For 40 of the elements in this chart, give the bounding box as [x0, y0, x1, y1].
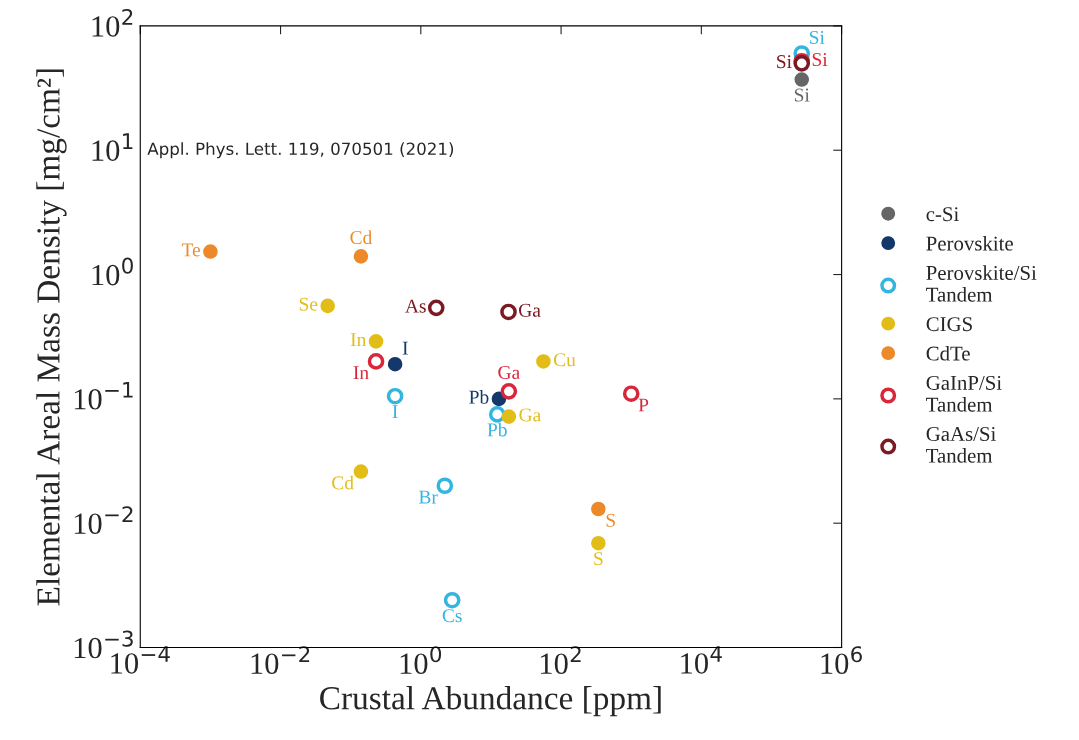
data-label: Te [181, 243, 201, 257]
data-label: Ga [519, 303, 541, 317]
legend-label: GaAs/Si Tandem [926, 426, 996, 463]
data-label: In [350, 333, 367, 347]
legend-label: CdTe [926, 345, 970, 361]
data-label: Ga [519, 408, 541, 422]
data-label: Se [299, 297, 318, 311]
legend-label: c-Si [926, 207, 959, 222]
legend-label: CIGS [926, 317, 972, 332]
data-label: Si [809, 30, 825, 44]
legend-label: GaInP/Si Tandem [926, 375, 1002, 412]
data-label: Cd [332, 475, 354, 490]
data-label: I [402, 341, 408, 355]
data-label: Cs [442, 609, 462, 623]
data-label: S [594, 552, 603, 566]
data-label: Pb [469, 390, 489, 404]
data-label: Si [777, 55, 792, 69]
y-tick-label: 10$^{0}$ [92, 257, 133, 286]
legend-label: Perovskite/Si Tandem [926, 265, 1037, 302]
y-tick-label: 10$^{1}$ [92, 133, 133, 161]
data-label: Si [812, 53, 828, 67]
y-tick-label: 10$^{−2}$ [74, 506, 133, 535]
x-axis-title: Crustal Abundance [ppm] [320, 686, 661, 717]
data-label: Cd [350, 230, 373, 245]
data-label: Si [794, 88, 810, 102]
data-label: In [353, 366, 369, 380]
data-label: I [392, 405, 398, 419]
annotation: Appl. Phys. Lett. 119, 070501 (2021) [147, 142, 454, 159]
legend-label: Perovskite [926, 235, 1013, 251]
data-label: S [606, 513, 615, 527]
data-label: Cu [553, 353, 576, 367]
y-axis-title: Elemental Areal Mass Density [mg/cm²] [36, 69, 67, 606]
data-label: Br [419, 490, 438, 504]
data-label: P [638, 398, 649, 412]
data-label: As [405, 299, 426, 313]
y-tick-label: 10$^{−1}$ [74, 382, 133, 410]
x-tick-label: 10$^{6}$ [821, 646, 862, 675]
data-label: Ga [498, 365, 520, 380]
y-tick-label: 10$^{2}$ [92, 8, 133, 37]
data-label: Pb [487, 422, 507, 437]
